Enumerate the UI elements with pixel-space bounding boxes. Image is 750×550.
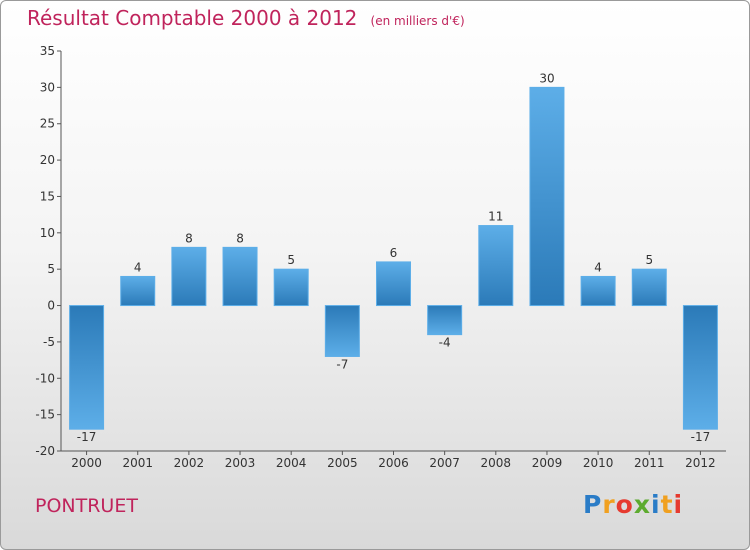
bar-2010 (580, 275, 616, 307)
chart-title-unit: (en milliers d'€) (370, 14, 465, 28)
bar-2011 (631, 268, 667, 307)
y-tick-label: -5 (43, 335, 55, 349)
logo-letter: r (602, 490, 616, 519)
place-name: PONTRUET (35, 495, 138, 517)
bar-2008 (478, 225, 514, 307)
x-tick-label-2012: 2012 (685, 456, 716, 470)
data-label-2007: -4 (439, 336, 451, 350)
x-tick-label-2008: 2008 (481, 456, 512, 470)
bar-2004 (273, 268, 309, 307)
x-tick-label-2000: 2000 (71, 456, 102, 470)
x-tick-label-2007: 2007 (429, 456, 460, 470)
y-tick-label: 15 (40, 189, 55, 203)
bar-2009 (529, 86, 565, 307)
data-label-2011: 5 (645, 253, 653, 267)
bar-2002 (171, 246, 207, 307)
chart-title: Résultat Comptable 2000 à 2012 (en milli… (27, 6, 465, 30)
chart-axes: 35 30 25 20 15 10 5 0 -5 -10 -15 -20 2000 2001 2002 200… (35, 44, 726, 470)
y-tick-label: 35 (40, 44, 55, 58)
y-tick-label: 0 (47, 299, 55, 313)
bar-2007 (427, 305, 463, 336)
chart-title-main: Résultat Comptable 2000 à 2012 (27, 6, 358, 30)
bar-2006 (376, 261, 411, 307)
data-label-2005: -7 (336, 357, 348, 371)
x-tick-label-2006: 2006 (378, 456, 409, 470)
bar-2001 (120, 275, 156, 307)
data-label-2002: 8 (185, 231, 193, 245)
x-tick-label-2005: 2005 (327, 456, 358, 470)
data-label-2003: 8 (236, 231, 244, 245)
x-tick-label-2009: 2009 (532, 456, 563, 470)
logo-letter: i (651, 490, 661, 519)
bar-2000 (69, 305, 105, 430)
y-tick-label: 10 (40, 226, 55, 240)
y-tick-label: -10 (35, 371, 55, 385)
y-tick-label: -15 (35, 408, 55, 422)
logo-letter: o (615, 490, 634, 519)
chart-bars: -17 4 8 8 5 -7 6 -4 11 30 4 5 -17 (69, 71, 718, 444)
logo-letter: x (633, 490, 651, 519)
proxiti-logo: Proxiti (583, 490, 683, 519)
logo-letter: t (660, 490, 674, 519)
data-label-2009: 30 (539, 71, 554, 85)
bar-2012 (682, 305, 718, 430)
y-tick-label: 30 (40, 80, 55, 94)
x-tick-label-2001: 2001 (122, 456, 153, 470)
x-tick-label-2003: 2003 (225, 456, 256, 470)
data-label-2008: 11 (488, 210, 503, 224)
data-label-2001: 4 (134, 260, 142, 274)
y-tick-label: 25 (40, 117, 55, 131)
bar-2003 (222, 246, 258, 307)
x-tick-label-2011: 2011 (634, 456, 665, 470)
data-label-2012: -17 (691, 430, 711, 444)
y-tick-label: 5 (47, 262, 55, 276)
data-label-2000: -17 (77, 430, 97, 444)
y-tick-label: 20 (40, 153, 55, 167)
data-label-2010: 4 (594, 260, 602, 274)
data-label-2004: 5 (287, 253, 295, 267)
x-tick-label-2004: 2004 (276, 456, 307, 470)
logo-letter: i (673, 490, 684, 519)
x-tick-label-2002: 2002 (174, 456, 205, 470)
y-tick-label: -20 (35, 444, 55, 458)
bar-2005 (324, 305, 360, 357)
logo-letter: P (583, 490, 603, 519)
x-tick-label-2010: 2010 (583, 456, 614, 470)
data-label-2006: 6 (390, 246, 398, 260)
